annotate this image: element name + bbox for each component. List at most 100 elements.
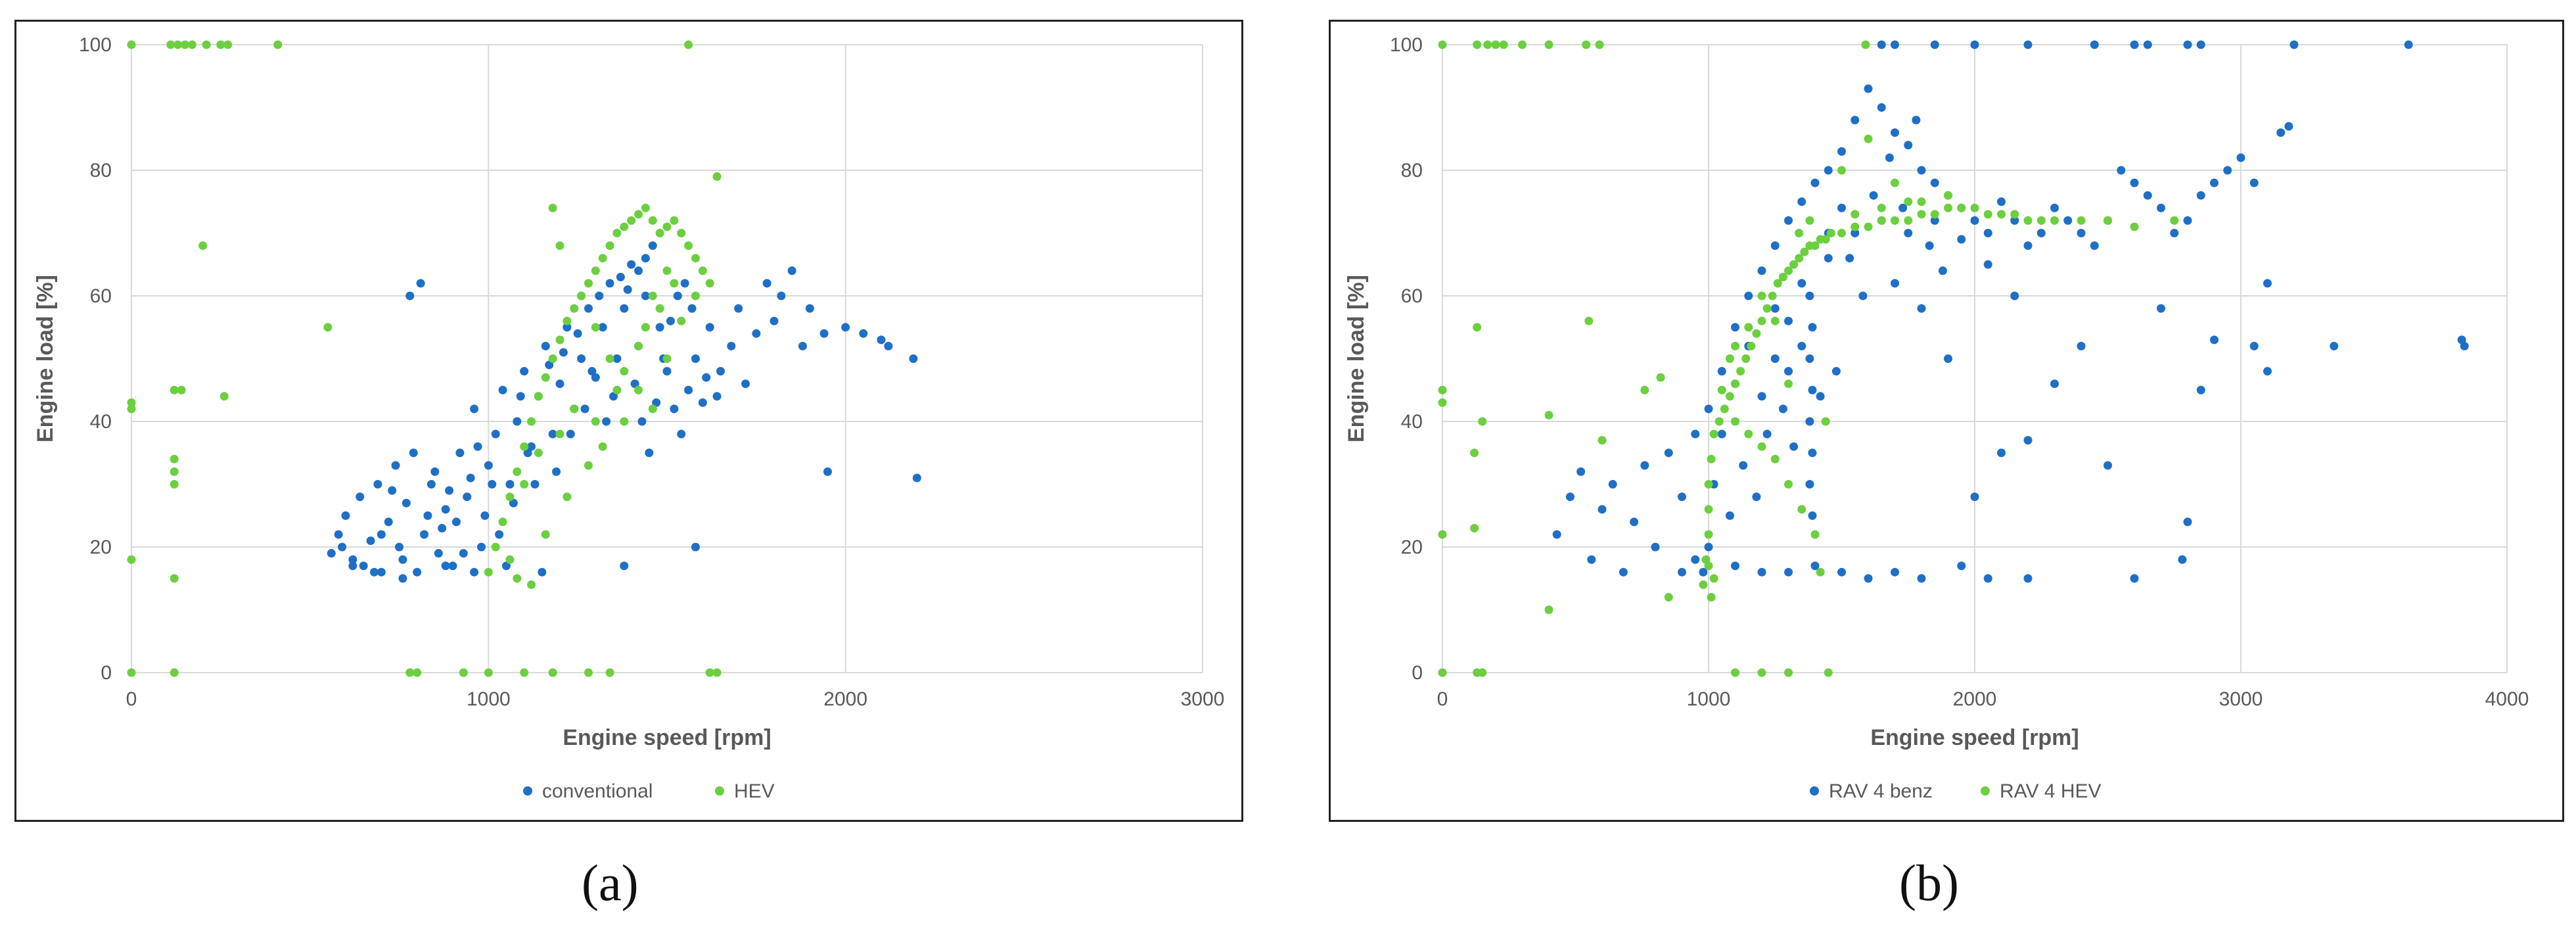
chart-a-point-series2 <box>612 385 622 394</box>
chart-a-point-series1 <box>430 467 440 476</box>
chart-b-point-series2 <box>1983 210 1992 219</box>
chart-b-point-series2 <box>1824 668 1833 677</box>
chart-b-point-series1 <box>1864 84 1873 93</box>
chart-a-point-series2 <box>166 40 175 49</box>
chart-b-point-series2 <box>1930 210 1939 219</box>
chart-a-point-series1 <box>687 304 697 313</box>
chart-b-point-series1 <box>1651 542 1660 552</box>
chart-a-point-series2 <box>520 480 529 489</box>
chart-b-point-series1 <box>1704 542 1713 552</box>
chart-b-point-series2 <box>1810 530 1820 539</box>
chart-b-point-series1 <box>1731 561 1739 571</box>
chart-a-point-series1 <box>545 360 554 370</box>
chart-a-point-series1 <box>591 373 600 382</box>
chart-a-point-series1 <box>605 279 614 288</box>
chart-a-point-series1 <box>620 561 629 571</box>
chart-b-point-series1 <box>1678 567 1686 577</box>
chart-a-point-series1 <box>505 480 515 489</box>
chart-b-point-series2 <box>1499 40 1508 49</box>
chart-b-point-series2 <box>1491 40 1500 49</box>
chart-a-point-series2 <box>712 172 722 181</box>
chart-b-point-series1 <box>1691 429 1700 439</box>
chart-b-point-series2 <box>1483 40 1492 49</box>
chart-b-point-series1 <box>2170 229 2179 237</box>
chart-b-point-series1 <box>2143 191 2152 200</box>
chart-a-point-series2 <box>584 668 593 677</box>
chart-b-point-series1 <box>1784 316 1793 325</box>
chart-b-point-series2 <box>2077 216 2086 225</box>
chart-a-point-series2 <box>127 668 136 677</box>
chart-a-point-series1 <box>787 266 796 275</box>
chart-b-point-series1 <box>2050 203 2059 212</box>
chart-a-legend-label: HEV <box>734 780 775 802</box>
chart-a-ytick-label: 60 <box>90 285 112 307</box>
chart-b-point-series1 <box>1664 448 1673 458</box>
chart-b-point-series1 <box>2130 40 2139 49</box>
chart-b-point-series1 <box>1885 153 1894 162</box>
chart-a-point-series1 <box>384 517 393 527</box>
chart-b-point-series2 <box>1699 580 1708 589</box>
chart-b-point-series2 <box>1704 561 1713 571</box>
chart-a-point-series1 <box>405 291 415 300</box>
chart-a-point-series2 <box>591 266 600 275</box>
chart-a-point-series2 <box>612 229 622 237</box>
chart-a-point-series1 <box>538 567 547 577</box>
chart-a-point-series1 <box>448 561 457 571</box>
chart-b-xtick-label: 0 <box>1437 688 1448 710</box>
chart-a-point-series1 <box>684 385 693 394</box>
chart-b-point-series1 <box>1805 291 1814 300</box>
chart-a-legend-label: conventional <box>542 780 653 802</box>
chart-b-point-series1 <box>1797 197 1806 206</box>
chart-b-point-series1 <box>1957 235 1966 244</box>
chart-a-point-series1 <box>470 404 479 414</box>
chart-a-point-series1 <box>645 448 654 458</box>
chart-b-point-series2 <box>1816 567 1825 577</box>
chart-b-point-series2 <box>1544 410 1553 419</box>
chart-b-point-series1 <box>1824 254 1833 263</box>
chart-b-point-series1 <box>1691 555 1700 564</box>
chart-b-point-series2 <box>1584 316 1594 325</box>
chart-a-point-series1 <box>377 567 386 577</box>
chart-b-point-series1 <box>2036 229 2046 237</box>
chart-b-point-series1 <box>1552 530 1561 539</box>
chart-a-point-series1 <box>623 285 632 294</box>
chart-b-point-series1 <box>2178 555 2187 564</box>
chart-b-point-series2 <box>1891 178 1899 187</box>
chart-b-point-series1 <box>2183 216 2192 225</box>
chart-b-point-series2 <box>1861 40 1870 49</box>
caption-b: (b) <box>1899 854 1959 911</box>
chart-a-point-series1 <box>698 398 707 407</box>
chart-a-point-series1 <box>327 549 336 558</box>
chart-b-point-series1 <box>2130 574 2139 583</box>
chart-a-point-series2 <box>712 668 722 677</box>
chart-a-point-series1 <box>548 429 557 439</box>
chart-a-point-series1 <box>373 480 382 489</box>
chart-a-point-series1 <box>377 530 386 539</box>
chart-b-point-series1 <box>1837 203 1846 212</box>
chart-a-point-series1 <box>648 241 657 251</box>
chart-b-point-series1 <box>1904 141 1913 150</box>
chart-b-point-series2 <box>1891 216 1899 225</box>
chart-b-point-series1 <box>2143 40 2152 49</box>
chart-b-point-series1 <box>1808 448 1817 458</box>
chart-a-point-series1 <box>476 542 486 552</box>
chart-b-point-series2 <box>1720 404 1729 414</box>
chart-b-point-series1 <box>1816 392 1825 401</box>
chart-b-point-series1 <box>1797 341 1806 350</box>
chart-a-point-series2 <box>170 385 179 394</box>
chart-b-point-series2 <box>1709 429 1718 439</box>
chart-a-point-series1 <box>388 486 397 495</box>
chart-a-point-series2 <box>570 304 579 313</box>
chart-a-point-series1 <box>559 348 568 357</box>
chart-b-point-series2 <box>1797 505 1806 514</box>
chart-b-point-series2 <box>1598 436 1607 445</box>
chart-b-point-series2 <box>1784 668 1793 677</box>
chart-b-point-series2 <box>1704 505 1713 514</box>
chart-a-point-series1 <box>402 498 411 508</box>
chart-b-point-series2 <box>1438 398 1447 407</box>
chart-a-point-series2 <box>484 668 493 677</box>
chart-a-point-series1 <box>655 323 664 332</box>
chart-b-point-series2 <box>1656 373 1665 382</box>
chart-b-point-series1 <box>2196 191 2205 200</box>
chart-b-point-series1 <box>1725 511 1734 520</box>
